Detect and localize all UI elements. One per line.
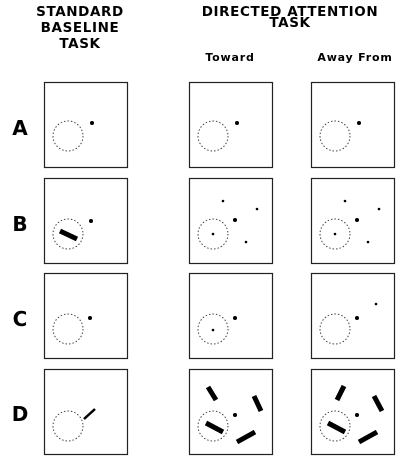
bar-stimulus xyxy=(326,420,347,435)
panel-frame xyxy=(310,81,396,169)
receptive-field-circle xyxy=(319,120,351,152)
panel-a-toward xyxy=(188,81,274,169)
fixation-point xyxy=(233,316,237,320)
panel-d-away xyxy=(310,368,396,456)
panel-b-away xyxy=(310,177,396,265)
bar-stimulus xyxy=(204,420,225,435)
directed-header-line-2: TASK xyxy=(269,15,311,31)
cue-dot xyxy=(255,207,259,211)
directed-header-line-1: DIRECTED ATTENTION xyxy=(201,4,379,20)
panel-frame xyxy=(43,272,129,360)
panel-c-away xyxy=(310,272,396,360)
receptive-field-circle xyxy=(319,313,351,345)
panel-frame xyxy=(188,177,274,265)
receptive-field-circle xyxy=(52,120,84,152)
away-from-header: Away From xyxy=(317,51,393,64)
bar-stimulus xyxy=(235,429,257,445)
receptive-field-circle xyxy=(319,410,351,442)
bar-stimulus xyxy=(371,394,385,413)
panel-frame xyxy=(310,272,396,360)
fixation-point xyxy=(355,218,359,222)
fixation-point xyxy=(233,218,237,222)
panel-d-toward xyxy=(188,368,274,456)
panel-b-standard xyxy=(43,177,129,265)
bar-stimulus xyxy=(58,228,79,242)
cue-dot xyxy=(211,328,215,332)
receptive-field-circle xyxy=(197,218,229,250)
standard-header-line-1: STANDARD xyxy=(36,4,124,20)
receptive-field-circle xyxy=(52,410,84,442)
fixation-point xyxy=(355,413,359,417)
panel-d-standard xyxy=(43,368,129,456)
receptive-field-circle xyxy=(197,410,229,442)
bar-stimulus xyxy=(357,429,379,445)
panel-b-toward xyxy=(188,177,274,265)
panel-a-away xyxy=(310,81,396,169)
fixation-point xyxy=(355,316,359,320)
fixation-point xyxy=(233,413,237,417)
row-label-a: A xyxy=(12,116,28,140)
panel-a-standard xyxy=(43,81,129,169)
row-label-d: D xyxy=(11,402,29,426)
panel-frame xyxy=(188,272,274,360)
standard-header-line-3: TASK xyxy=(59,36,101,52)
panel-frame xyxy=(43,81,129,169)
fixation-point xyxy=(90,121,94,125)
panel-frame xyxy=(310,368,396,456)
fixation-point xyxy=(89,219,93,223)
bar-stimulus xyxy=(251,394,264,413)
receptive-field-circle xyxy=(197,313,229,345)
fixation-point xyxy=(88,316,92,320)
panel-frame xyxy=(188,368,274,456)
panel-c-standard xyxy=(43,272,129,360)
receptive-field-circle xyxy=(52,313,84,345)
standard-header-line-2: BASELINE xyxy=(40,20,120,36)
standard-task-header: STANDARD BASELINE TASK xyxy=(30,4,130,52)
cue-dot xyxy=(374,302,378,306)
receptive-field-circle xyxy=(319,218,351,250)
cue-dot xyxy=(333,232,337,236)
receptive-field-circle xyxy=(52,218,84,250)
cue-dot xyxy=(366,240,370,244)
bar-stimulus xyxy=(83,408,96,420)
bar-stimulus xyxy=(205,385,219,402)
panel-frame xyxy=(43,368,129,456)
receptive-field-circle xyxy=(197,120,229,152)
bar-stimulus xyxy=(334,384,347,402)
toward-header: Toward xyxy=(205,51,255,64)
row-label-b: B xyxy=(12,212,28,236)
cue-dot xyxy=(211,232,215,236)
cue-dot xyxy=(221,199,225,203)
panel-frame xyxy=(188,81,274,169)
cue-dot xyxy=(343,199,347,203)
directed-attention-header: DIRECTED ATTENTION TASK xyxy=(170,4,405,31)
fixation-point xyxy=(357,121,361,125)
panel-c-toward xyxy=(188,272,274,360)
cue-dot xyxy=(244,240,248,244)
cue-dot xyxy=(377,207,381,211)
panel-frame xyxy=(43,177,129,265)
fixation-point xyxy=(235,121,239,125)
row-label-c: C xyxy=(12,307,28,331)
panel-frame xyxy=(310,177,396,265)
